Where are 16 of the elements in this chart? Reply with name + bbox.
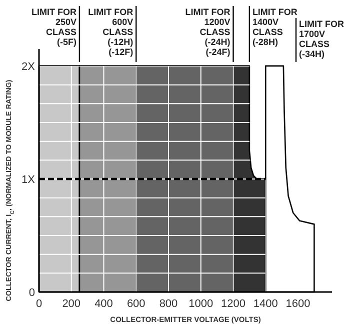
y-tick-label: 0	[28, 287, 35, 299]
x-tick-label: 800	[159, 298, 178, 310]
x-tick-label: 600	[126, 298, 146, 310]
annotation: LIMIT FOR 1400V CLASS (-28H)	[252, 7, 298, 47]
x-tick-label: 200	[62, 298, 81, 310]
y-tick-label: 2X	[22, 60, 36, 73]
x-tick-label: 1200	[221, 298, 246, 310]
x-tick-label: 1000	[188, 298, 214, 310]
annotation: LIMIT FOR 1700V CLASS (-34H)	[299, 19, 344, 59]
annotation: LIMIT FOR 250V CLASS (-5F)	[31, 7, 77, 47]
x-tick-label: 1600	[286, 298, 310, 310]
annotation: LIMIT FOR 1200V CLASS (-24H) (-24F)	[185, 7, 231, 57]
x-tick-label: 400	[94, 298, 113, 310]
x-tick-label: 1400	[253, 298, 278, 310]
y-tick-label: 1X	[22, 174, 36, 186]
annotation: LIMIT FOR 600V CLASS (-12H) (-12F)	[88, 7, 134, 57]
